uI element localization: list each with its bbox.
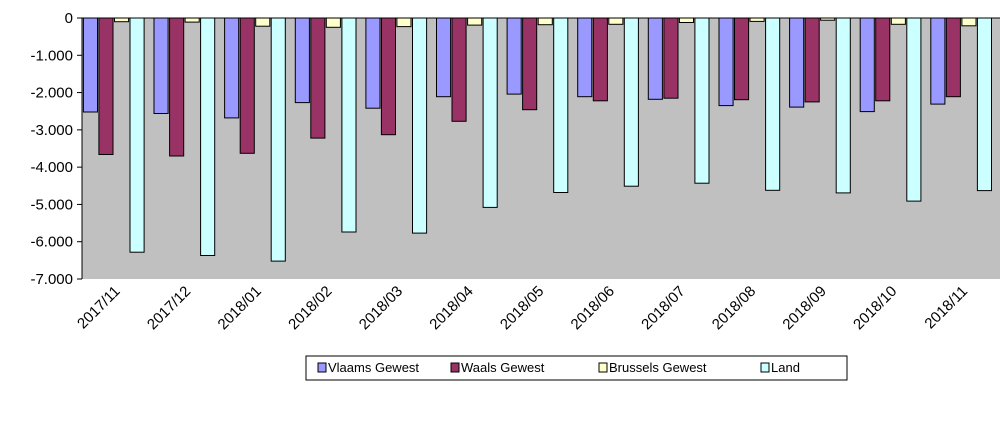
bar-land-2018-06 [623, 17, 639, 187]
x-tick-label: 2018/11 [921, 283, 971, 333]
bar-land-2017-12 [200, 17, 216, 256]
y-tick-label: -4.000 [30, 159, 73, 176]
x-tick-label: 2018/05 [497, 283, 547, 333]
bar-vlaams-gewest-2018-11 [930, 17, 946, 105]
bar-vlaams-gewest-2018-05 [506, 17, 522, 95]
y-tick-label: -2.000 [30, 85, 73, 102]
x-tick-label: 2018/10 [850, 283, 900, 333]
bar-land-2018-05 [553, 17, 569, 193]
x-tick-label: 2017/12 [144, 283, 194, 333]
y-tick-label: 0 [65, 10, 73, 27]
bar-brussels-gewest-2018-11 [961, 17, 977, 27]
bar-brussels-gewest-2017-11 [114, 17, 130, 23]
bar-vlaams-gewest-2018-03 [365, 17, 381, 109]
bar-land-2017-11 [129, 17, 145, 253]
x-tick-label: 2018/08 [709, 283, 759, 333]
y-tick-label: -3.000 [30, 122, 73, 139]
bar-land-2018-11 [976, 17, 993, 192]
bar-waals-gewest-2018-10 [875, 17, 891, 102]
bar-waals-gewest-2018-04 [451, 17, 467, 122]
x-axis-labels: 2017/11 2017/12 2018/01 2018/02 2018/03 2018/… [74, 283, 971, 333]
bar-waals-gewest-2018-06 [592, 17, 608, 102]
bar-brussels-gewest-2018-05 [537, 17, 553, 26]
y-tick-label: -5.000 [30, 196, 73, 213]
bar-waals-gewest-2018-03 [380, 17, 396, 136]
x-tick-label: 2018/07 [638, 283, 688, 333]
bar-land-2018-07 [694, 17, 710, 184]
bar-vlaams-gewest-2018-08 [718, 17, 734, 107]
bar-brussels-gewest-2018-08 [749, 17, 765, 22]
bar-waals-gewest-2018-01 [239, 17, 255, 154]
bar-land-2018-01 [270, 17, 286, 262]
legend-swatch-land [760, 362, 770, 373]
y-tick-label: -6.000 [30, 234, 73, 251]
legend-swatch-waals-gewest [450, 362, 460, 373]
bar-waals-gewest-2018-11 [945, 17, 961, 98]
bar-vlaams-gewest-2018-04 [436, 17, 452, 98]
legend-label-waals-gewest: Waals Gewest [461, 360, 545, 375]
legend-swatch-vlaams-gewest [317, 362, 327, 373]
bar-land-2018-04 [482, 17, 498, 208]
bar-land-2018-09 [835, 17, 851, 194]
x-tick-label: 2017/11 [74, 283, 124, 333]
legend-swatch-brussels-gewest [598, 362, 608, 373]
x-tick-label: 2018/06 [568, 283, 618, 333]
bar-land-2018-08 [765, 17, 781, 191]
y-tick-label: -7.000 [30, 271, 73, 288]
x-tick-label: 2018/09 [779, 283, 829, 333]
bar-brussels-gewest-2018-02 [325, 17, 341, 28]
bar-waals-gewest-2018-09 [804, 17, 820, 103]
bar-waals-gewest-2017-12 [169, 17, 185, 157]
bar-brussels-gewest-2018-04 [467, 17, 483, 26]
bar-brussels-gewest-2018-01 [255, 17, 271, 27]
bar-vlaams-gewest-2017-12 [153, 17, 169, 114]
bar-vlaams-gewest-2018-06 [577, 17, 593, 98]
legend-label-brussels-gewest: Brussels Gewest [609, 360, 707, 375]
x-tick-label: 2018/01 [215, 283, 265, 333]
legend-box [305, 355, 848, 381]
bar-brussels-gewest-2018-07 [678, 17, 695, 23]
bar-waals-gewest-2018-02 [310, 17, 326, 139]
bar-land-2018-02 [341, 17, 357, 233]
bar-waals-gewest-2018-05 [522, 17, 538, 111]
legend-label-land: Land [771, 360, 800, 375]
bar-waals-gewest-2017-11 [98, 17, 114, 155]
bar-vlaams-gewest-2018-02 [294, 17, 310, 104]
bar-brussels-gewest-2018-03 [396, 17, 412, 28]
x-tick-label: 2018/03 [356, 283, 406, 333]
x-tick-label: 2018/04 [426, 283, 476, 333]
bar-brussels-gewest-2018-10 [890, 17, 906, 25]
bar-waals-gewest-2018-07 [663, 17, 679, 99]
bar-waals-gewest-2018-08 [734, 17, 750, 101]
bar-vlaams-gewest-2018-09 [789, 17, 805, 108]
x-tick-label: 2018/02 [285, 283, 335, 333]
bar-brussels-gewest-2017-12 [184, 17, 200, 23]
y-tick-label: -1.000 [30, 47, 73, 64]
bar-vlaams-gewest-2018-10 [859, 17, 875, 113]
bar-land-2018-03 [412, 17, 428, 234]
legend-label-vlaams-gewest: Vlaams Gewest [328, 360, 419, 375]
bar-vlaams-gewest-2018-01 [224, 17, 240, 119]
bar-vlaams-gewest-2018-07 [647, 17, 663, 100]
bar-land-2018-10 [906, 17, 922, 202]
bar-brussels-gewest-2018-06 [608, 17, 624, 25]
legend: Vlaams Gewest Waals Gewest Brussels Gewest… [305, 355, 848, 381]
bars [82, 17, 993, 262]
bar-vlaams-gewest-2017-11 [82, 17, 99, 113]
y-axis-ticks: 0 -1.000 -2.000 -3.000 -4.000 -5.000 -6.000 -7.… [30, 10, 82, 288]
